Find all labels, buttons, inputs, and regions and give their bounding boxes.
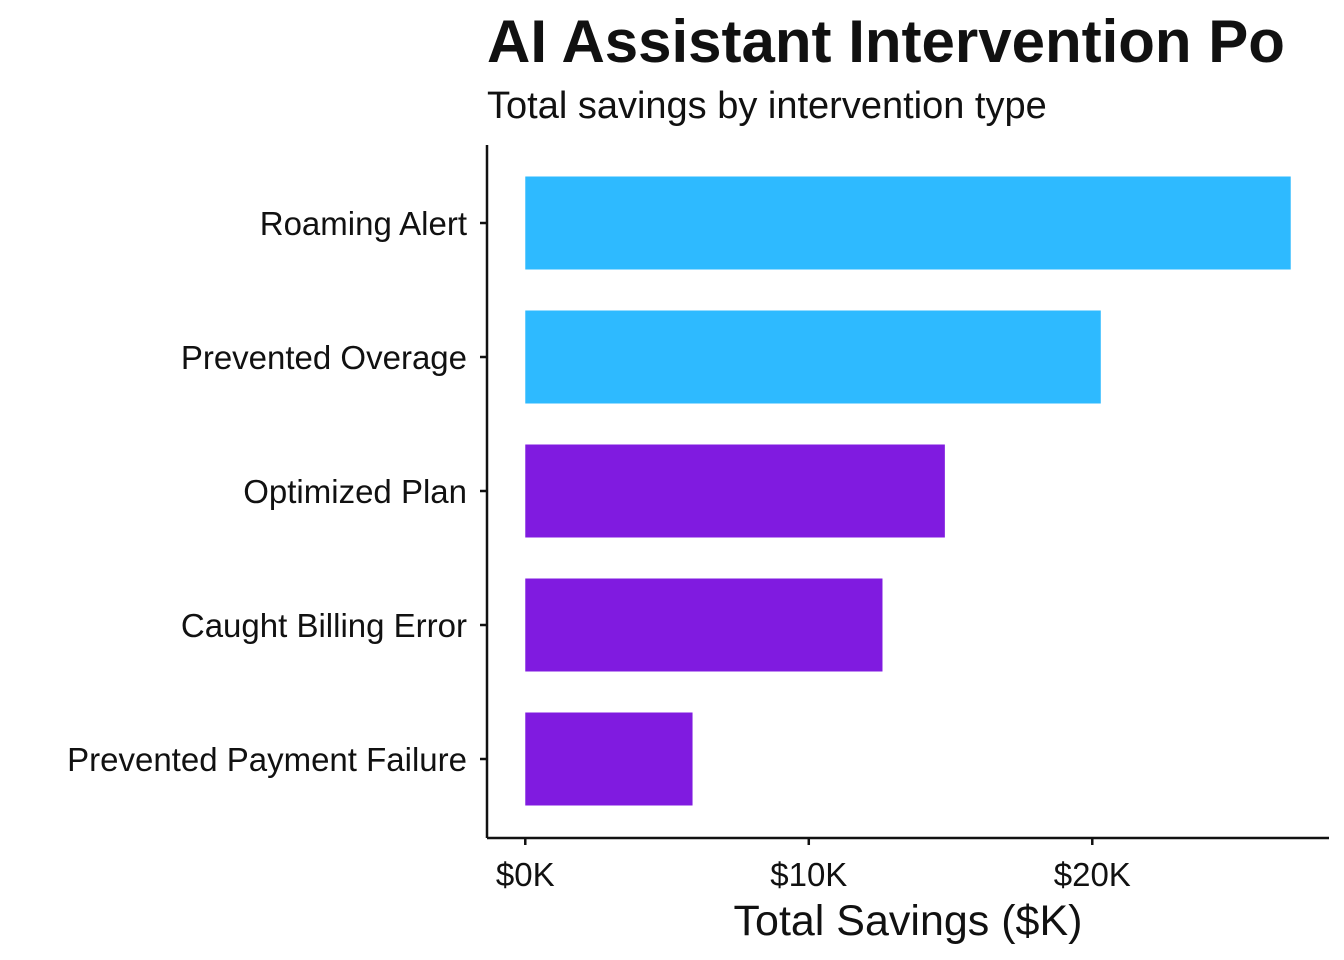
y-axis-labels: Roaming Alert Prevented Overage Optimized … <box>67 205 467 778</box>
x-axis-tick-labels: $0K $10K $20K <box>496 856 1131 893</box>
y-tick-label: Prevented Payment Failure <box>67 741 467 778</box>
y-tick-label: Roaming Alert <box>260 205 467 242</box>
plot-area: Roaming Alert Prevented Overage Optimized … <box>67 145 1329 893</box>
y-tick-label: Caught Billing Error <box>181 607 467 644</box>
chart-subtitle: Total savings by intervention type <box>487 85 1047 127</box>
bar-roaming-alert <box>525 176 1291 270</box>
x-tick-label: $0K <box>496 856 555 893</box>
x-axis-title: Total Savings ($K) <box>734 897 1083 945</box>
chart-title: AI Assistant Intervention Po <box>487 8 1285 75</box>
bar-prevented-overage <box>525 310 1101 404</box>
y-tick-label: Prevented Overage <box>181 339 467 376</box>
bar-prevented-payment-failure <box>525 712 693 806</box>
y-tick-label: Optimized Plan <box>243 473 467 510</box>
x-tick-label: $10K <box>770 856 847 893</box>
bar-caught-billing-error <box>525 578 883 672</box>
bar-optimized-plan <box>525 444 945 538</box>
x-tick-label: $20K <box>1054 856 1131 893</box>
bars <box>525 176 1291 806</box>
